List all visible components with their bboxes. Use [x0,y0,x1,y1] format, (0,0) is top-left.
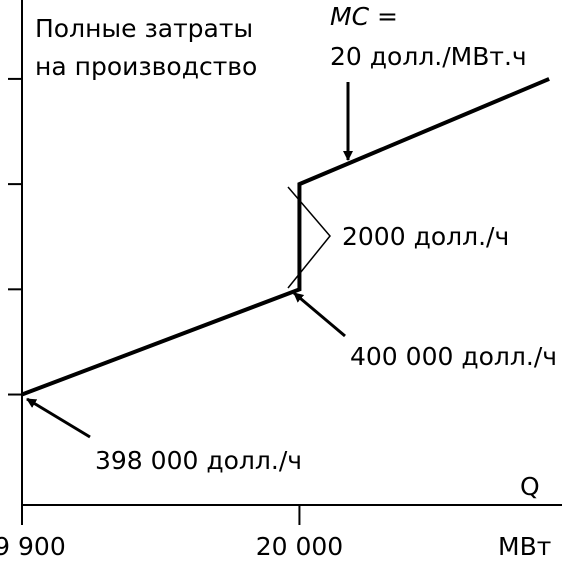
value-label: 400 000 долл./ч [350,342,557,371]
value-label: 398 000 долл./ч [95,446,302,475]
annotation: 20 долл./МВт.ч [330,42,527,71]
brace [287,186,331,289]
x-tick-label: 20 000 [256,532,343,561]
annotation: 2000 долл./ч [342,222,509,251]
y-axis-label: Полные затраты [35,14,253,43]
y-axis-label: на производство [35,52,257,81]
x-axis-unit: МВт [498,532,551,561]
cost-line [21,77,550,397]
x-axis-label: Q [520,472,540,501]
arrow [26,397,91,439]
arrow [293,291,346,338]
x-tick-label: 19 900 [0,532,66,561]
annotation: MC = [330,2,398,31]
